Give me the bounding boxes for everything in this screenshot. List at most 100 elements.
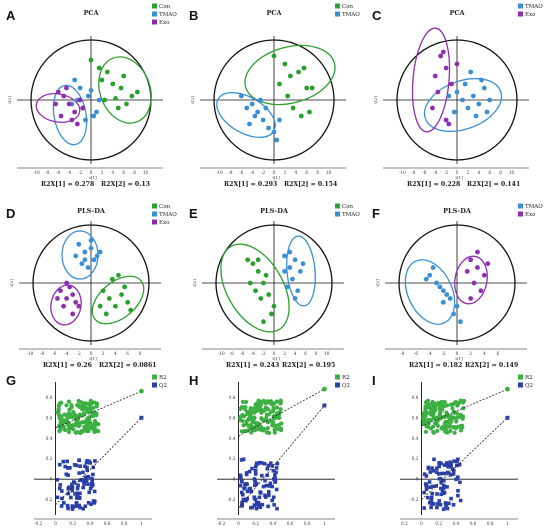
data-point-tmao	[297, 269, 303, 274]
data-point-tmao	[282, 269, 287, 274]
q2-permutation-point	[91, 472, 95, 477]
q2-permutation-point	[252, 495, 257, 500]
q2-permutation-point	[447, 501, 451, 506]
data-point-tmao	[83, 117, 88, 123]
data-point-con	[134, 89, 140, 95]
q2-permutation-point	[428, 485, 432, 490]
x-axis-label: t[1]	[89, 175, 97, 180]
legend-label-r2: R2	[525, 375, 533, 381]
q2-permutation-point	[253, 464, 258, 469]
data-point-con	[307, 109, 312, 115]
data-point-exo	[58, 288, 63, 294]
r2-permutation-point	[431, 414, 436, 419]
r2-permutation-point	[435, 423, 440, 428]
r2-permutation-point	[421, 414, 426, 419]
q2-permutation-point	[442, 471, 447, 476]
legend-label-tmao: TMAO	[525, 4, 543, 10]
q2-permutation-point	[67, 465, 71, 470]
data-point-con	[110, 81, 116, 87]
x-tick-label: -8	[45, 170, 49, 175]
data-point-tmao	[82, 249, 88, 255]
q2-permutation-point	[439, 461, 443, 466]
q2-permutation-point	[441, 507, 446, 511]
r2-permutation-point	[69, 403, 74, 408]
x-tick-label: 10	[326, 170, 332, 175]
q2-observed-point	[505, 415, 510, 420]
q2-permutation-point	[77, 503, 81, 508]
r2-permutation-point	[81, 412, 86, 418]
r2-permutation-point	[273, 415, 278, 420]
confidence-ellipse-con	[244, 44, 336, 106]
legend-swatch-r2	[152, 374, 157, 380]
q2-permutation-point	[430, 466, 434, 470]
q2-permutation-point	[439, 481, 444, 485]
panel-a: A PCA Con TMAO Exo -10 -8 -6 -4 -2 0 2 4 6 8 10 t[1] t[2]…	[6, 3, 177, 188]
data-point-exo	[55, 296, 60, 301]
q2-permutation-point	[444, 504, 448, 509]
x-tick-label: 0	[273, 351, 276, 356]
data-point-tmao	[451, 311, 456, 317]
legend-label-tmao: TMAO	[159, 212, 177, 218]
data-point-exo	[69, 117, 75, 123]
data-point-tmao	[458, 319, 463, 325]
r2-permutation-point	[77, 404, 82, 410]
confidence-ellipse-con	[220, 243, 290, 333]
data-point-tmao	[446, 93, 452, 99]
r2-permutation-point	[276, 422, 282, 427]
data-point-exo	[449, 81, 454, 87]
q2-permutation-point	[259, 461, 264, 465]
data-point-tmao	[470, 93, 476, 99]
data-point-con	[113, 303, 118, 309]
q2-permutation-point	[63, 464, 68, 469]
data-point-con	[268, 311, 274, 317]
data-point-exo	[446, 121, 452, 127]
r2-permutation-point	[89, 425, 94, 430]
q2-permutation-point	[70, 485, 75, 490]
data-point-con	[100, 288, 106, 294]
x-tick-label: 0.8	[304, 521, 311, 526]
data-point-con	[309, 85, 315, 91]
q2-permutation-point	[265, 473, 270, 478]
r2-permutation-point	[458, 414, 463, 419]
y-axis-label: t[2]	[192, 279, 197, 287]
r2-permutation-point	[66, 399, 72, 404]
r2-permutation-point	[454, 419, 459, 424]
data-point-tmao	[481, 85, 487, 91]
x-tick-label: 0.8	[487, 521, 494, 526]
data-point-tmao	[257, 97, 263, 103]
q2-permutation-point	[254, 461, 259, 466]
r2-permutation-point	[428, 417, 433, 423]
r2-permutation-point	[443, 424, 448, 430]
q2-permutation-point	[273, 479, 278, 483]
panel-i: I R2 Q2 0.2 0 0.2 0.4 0.6 0.8 1 -0.2 0 0.2 0.4 0.6 0.8	[372, 373, 533, 526]
y-tick-label: 0.6	[46, 415, 53, 420]
q2-permutation-point	[74, 504, 79, 508]
x-tick-label: 2	[467, 170, 470, 175]
q2-permutation-point	[429, 505, 433, 510]
data-point-exo	[76, 303, 82, 309]
hotelling-ellipse	[32, 224, 150, 342]
x-tick-label: -6	[239, 170, 243, 175]
q2-permutation-point	[258, 505, 263, 510]
data-point-tmao	[454, 89, 460, 95]
legend-label-exo: Exo	[525, 212, 536, 218]
q2-permutation-point	[250, 505, 255, 510]
r2-permutation-point	[431, 403, 436, 409]
q2-permutation-point	[75, 491, 79, 496]
x-tick-label: 6	[497, 351, 500, 356]
q2-permutation-point	[275, 506, 279, 511]
y-axis-label: t[2]	[373, 96, 378, 104]
x-tick-label: 0	[273, 170, 276, 175]
q2-permutation-point	[262, 461, 267, 466]
r2-permutation-point	[431, 429, 436, 435]
q2-permutation-point	[57, 462, 62, 467]
data-point-exo	[454, 61, 460, 67]
panel-d: D PLS-DA Con TMAO Exo -10 -8 -6 -4 -2 0 2 4 6 8 t[1] t[2…	[6, 203, 177, 369]
data-point-tmao	[434, 280, 439, 286]
y-tick-label: 0.4	[412, 436, 419, 441]
y-axis-label: t[2]	[9, 279, 14, 287]
q2-permutation-point	[253, 479, 257, 484]
q2-permutation-point	[60, 496, 64, 501]
r2-permutation-point	[61, 424, 66, 430]
q2-permutation-point	[69, 482, 74, 487]
